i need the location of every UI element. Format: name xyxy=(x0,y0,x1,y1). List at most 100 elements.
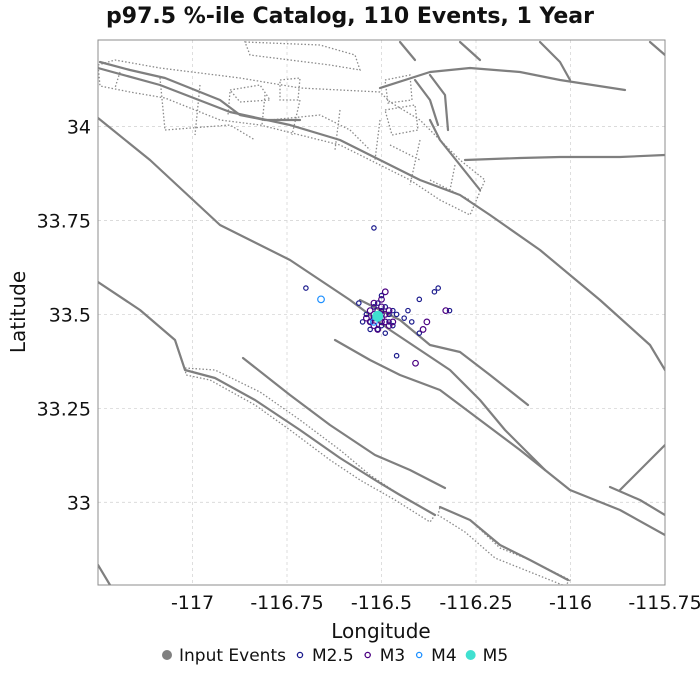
x-tick-label: -116 xyxy=(549,592,592,614)
x-tick-label: -116.5 xyxy=(351,592,412,614)
legend-marker xyxy=(296,651,304,659)
fault-trace-20 xyxy=(98,60,302,122)
event-point-m2_5 xyxy=(408,319,415,325)
legend-label: Input Events xyxy=(179,646,286,666)
fault-trace-17 xyxy=(648,40,665,57)
plot-frame xyxy=(97,39,666,586)
x-tick-label: -116.25 xyxy=(439,592,512,614)
fault-trace-1 xyxy=(98,116,665,537)
legend-label: M2.5 xyxy=(312,646,354,666)
legend-marker xyxy=(465,650,476,660)
event-point-m2_5 xyxy=(374,300,381,306)
fault-trace-3 xyxy=(98,280,437,517)
x-tick-label: -116.75 xyxy=(250,592,323,614)
fault-trace-16 xyxy=(538,40,572,82)
y-tick-label: 33.75 xyxy=(37,210,91,232)
event-point-m2_5 xyxy=(356,300,362,306)
event-point-m2_5 xyxy=(416,296,423,303)
event-point-m4 xyxy=(317,295,325,304)
fault-zone-south xyxy=(184,367,436,523)
event-point-m5 xyxy=(372,310,384,322)
event-markers xyxy=(303,225,453,367)
event-point-m3 xyxy=(374,326,382,333)
fault-trace-2 xyxy=(98,66,665,372)
fault-trace-14 xyxy=(413,78,440,127)
event-point-m3 xyxy=(378,303,385,311)
event-point-m2_5 xyxy=(382,304,389,310)
event-point-m2_5 xyxy=(386,311,392,318)
event-point-m3 xyxy=(419,326,427,333)
legend-marker xyxy=(162,650,172,660)
event-point-m2_5 xyxy=(382,330,389,336)
fault-trace-15 xyxy=(428,73,450,132)
event-point-m2_5 xyxy=(393,311,400,318)
event-point-m2_5 xyxy=(416,330,423,336)
event-point-m2_5 xyxy=(386,319,392,325)
x-tick-label: -117 xyxy=(171,592,214,614)
event-point-m2_5 xyxy=(431,289,438,295)
y-tick-label: 33 xyxy=(67,492,91,514)
fault-trace-8 xyxy=(438,505,570,582)
event-point-m3 xyxy=(412,359,419,367)
event-point-m3 xyxy=(381,288,389,296)
event-point-m2_5 xyxy=(446,307,453,314)
event-point-m3 xyxy=(385,322,393,330)
fault-zone-segments-b xyxy=(164,114,471,201)
chart-title: p97.5 %-ile Catalog, 110 Events, 1 Year xyxy=(106,4,594,29)
y-tick-label: 33.5 xyxy=(49,304,91,326)
y-tick-label: 33.25 xyxy=(37,398,91,420)
event-point-m3 xyxy=(366,307,374,315)
fault-trace-19 xyxy=(398,40,417,62)
event-point-m2_5 xyxy=(378,292,385,299)
y-tick-label: 34 xyxy=(67,116,91,138)
legend: Input Events M2.5 M3 M4 M5 xyxy=(162,646,508,666)
fault-trace-7 xyxy=(358,298,530,407)
event-point-m3 xyxy=(362,314,370,322)
legend-label: M5 xyxy=(483,646,508,666)
fault-trace-9 xyxy=(378,66,627,92)
fault-trace-5 xyxy=(241,356,447,490)
event-point-m2_5 xyxy=(371,304,377,310)
x-tick-label: -115.75 xyxy=(628,592,700,614)
event-point-m2_5 xyxy=(359,319,366,325)
y-axis-ticks: 33 33.25 33.5 33.75 34 xyxy=(37,116,91,514)
event-point-m2_5 xyxy=(363,311,370,318)
event-point-m2_5 xyxy=(303,285,309,291)
event-point-m2_5 xyxy=(371,225,377,231)
event-point-m2_5 xyxy=(393,352,400,359)
event-point-m2_5 xyxy=(378,322,385,329)
legend-marker xyxy=(364,651,371,659)
x-axis-ticks: -117 -116.75 -116.5 -116.25 -116 -115.75 xyxy=(171,592,700,614)
fault-trace-4 xyxy=(98,563,112,585)
event-point-m2_5 xyxy=(390,322,396,329)
fault-map xyxy=(98,40,665,585)
fault-trace-6 xyxy=(333,338,547,472)
event-point-m3 xyxy=(370,322,378,330)
legend-marker xyxy=(415,651,423,659)
event-point-m3 xyxy=(389,318,397,326)
event-point-m2_5 xyxy=(405,307,411,314)
legend-label: M3 xyxy=(380,646,405,666)
event-point-m3 xyxy=(366,318,374,326)
event-point-m3 xyxy=(385,307,393,315)
event-point-m3 xyxy=(442,307,450,315)
fault-trace-11 xyxy=(608,485,665,517)
fault-trace-13 xyxy=(428,118,482,192)
y-axis-label: Latitude xyxy=(6,271,30,353)
event-point-m2_5 xyxy=(367,326,373,333)
fault-trace-18 xyxy=(458,40,482,62)
fault-zone-southeast xyxy=(437,506,572,585)
event-point-m2_5 xyxy=(390,307,396,314)
event-point-m3 xyxy=(381,318,389,326)
event-point-m2_5 xyxy=(435,285,442,291)
fault-trace-12 xyxy=(618,443,665,492)
event-point-m2_5 xyxy=(401,315,407,321)
x-axis-label: Longitude xyxy=(331,619,430,643)
fault-zone-segments xyxy=(114,71,456,191)
legend-label: M4 xyxy=(431,646,456,666)
event-point-m3 xyxy=(378,295,385,303)
event-point-m3 xyxy=(370,299,378,307)
event-point-m3 xyxy=(423,318,431,326)
fault-trace-10 xyxy=(463,153,665,162)
